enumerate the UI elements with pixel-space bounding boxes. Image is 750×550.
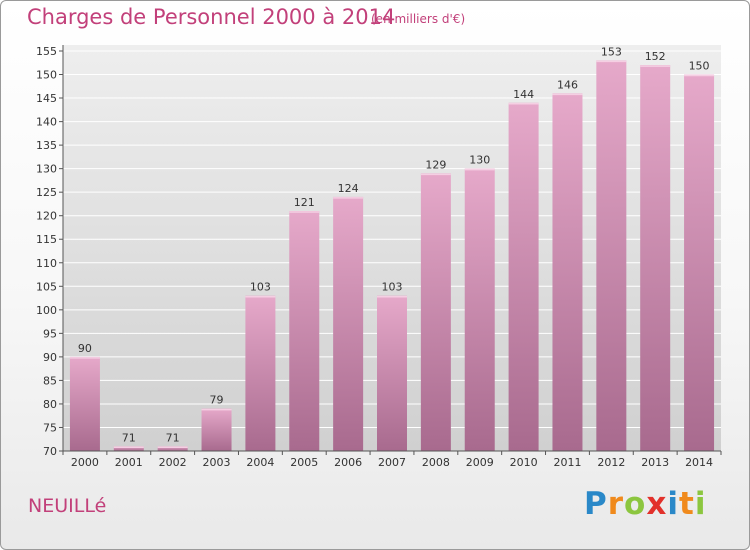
commune-name: NEUILLé xyxy=(28,495,107,517)
bar-2001 xyxy=(113,446,144,451)
y-tick-label: 115 xyxy=(36,233,57,246)
data-label-2011: 146 xyxy=(557,78,578,91)
bar-2011 xyxy=(552,93,583,452)
data-label-2007: 103 xyxy=(382,281,403,294)
bar-2004 xyxy=(245,295,276,451)
y-tick-label: 90 xyxy=(43,351,57,364)
bar-2007 xyxy=(377,295,407,451)
data-label-2004: 103 xyxy=(250,281,271,294)
bar-2002 xyxy=(157,446,188,451)
logo-letter: i xyxy=(694,486,707,522)
logo-letter: x xyxy=(646,486,668,522)
y-tick-label: 75 xyxy=(43,421,57,434)
bar-2013 xyxy=(640,65,671,451)
y-tick-label: 110 xyxy=(36,257,57,270)
data-label-2005: 121 xyxy=(294,196,315,209)
data-label-2003: 79 xyxy=(210,394,224,407)
data-label-2012: 153 xyxy=(601,45,622,58)
axes: 70 75 80 85 90 95 100 105 110 115 120 125 130 135 140 1… xyxy=(36,45,722,469)
y-tick-label: 155 xyxy=(36,45,57,58)
y-tick-label: 145 xyxy=(36,92,57,105)
y-tick-label: 70 xyxy=(43,445,57,458)
data-label-2001: 71 xyxy=(122,431,136,444)
y-tick-label: 150 xyxy=(36,69,57,82)
logo-letter: o xyxy=(624,486,647,522)
x-tick-label: 2011 xyxy=(553,456,581,469)
bar-2014 xyxy=(684,74,715,451)
x-tick-label: 2014 xyxy=(685,456,713,469)
bar-2006 xyxy=(333,196,364,451)
x-tick-label: 2009 xyxy=(466,456,494,469)
data-label-2000: 90 xyxy=(78,342,92,355)
bars: 90 71 71 79 103 121 124 103 129 130 144 146 153 152 15… xyxy=(69,45,715,452)
y-tick-label: 95 xyxy=(43,327,57,340)
bar-2008 xyxy=(420,173,451,451)
logo-letter: t xyxy=(678,486,695,522)
data-label-2013: 152 xyxy=(645,50,666,63)
x-tick-label: 2001 xyxy=(115,456,143,469)
x-tick-label: 2005 xyxy=(290,456,318,469)
y-tick-label: 135 xyxy=(36,139,57,152)
y-tick-label: 120 xyxy=(36,210,57,223)
proxiti-logo[interactable]: Proxiti xyxy=(584,486,706,522)
logo-letter: P xyxy=(584,486,608,522)
x-tick-label: 2002 xyxy=(159,456,187,469)
data-label-2010: 144 xyxy=(513,88,534,101)
bar-2005 xyxy=(289,211,320,451)
data-label-2002: 71 xyxy=(166,431,180,444)
bar-2010 xyxy=(508,102,539,451)
unit-note: (en milliers d'€) xyxy=(371,12,466,26)
x-tick-label: 2006 xyxy=(334,456,362,469)
x-tick-label: 2003 xyxy=(203,456,231,469)
x-tick-label: 2013 xyxy=(641,456,669,469)
chart-title: Charges de Personnel 2000 à 2014 xyxy=(27,5,396,29)
y-tick-label: 85 xyxy=(43,374,57,387)
data-label-2008: 129 xyxy=(425,158,446,171)
bar-2009 xyxy=(464,168,495,451)
x-tick-label: 2007 xyxy=(378,456,406,469)
data-label-2009: 130 xyxy=(469,154,490,167)
logo-letter: i xyxy=(667,486,679,522)
y-tick-label: 105 xyxy=(36,280,57,293)
x-tick-label: 2012 xyxy=(597,456,625,469)
x-tick-label: 2008 xyxy=(422,456,450,469)
x-tick-label: 2000 xyxy=(71,456,99,469)
bar-2000 xyxy=(69,356,100,451)
y-tick-label: 130 xyxy=(36,163,57,176)
y-tick-label: 80 xyxy=(43,398,57,411)
data-label-2006: 124 xyxy=(338,182,359,195)
y-tick-label: 125 xyxy=(36,186,57,199)
data-label-2014: 150 xyxy=(689,60,710,73)
x-tick-label: 2004 xyxy=(246,456,274,469)
y-tick-label: 100 xyxy=(36,304,57,317)
bar-2003 xyxy=(201,408,232,451)
bar-2012 xyxy=(596,60,627,451)
x-tick-label: 2010 xyxy=(510,456,538,469)
y-tick-label: 140 xyxy=(36,116,57,129)
logo-letter: r xyxy=(607,486,625,522)
